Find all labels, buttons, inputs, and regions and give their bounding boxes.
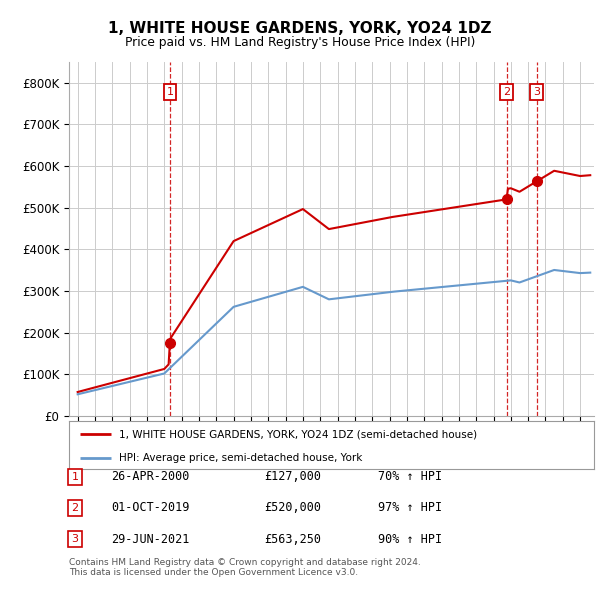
Text: Contains HM Land Registry data © Crown copyright and database right 2024.
This d: Contains HM Land Registry data © Crown c… [69,558,421,577]
Text: 3: 3 [71,535,79,544]
Text: 1, WHITE HOUSE GARDENS, YORK, YO24 1DZ: 1, WHITE HOUSE GARDENS, YORK, YO24 1DZ [108,21,492,36]
Text: 01-OCT-2019: 01-OCT-2019 [111,502,190,514]
Text: 90% ↑ HPI: 90% ↑ HPI [378,533,442,546]
Text: Price paid vs. HM Land Registry's House Price Index (HPI): Price paid vs. HM Land Registry's House … [125,36,475,49]
Text: HPI: Average price, semi-detached house, York: HPI: Average price, semi-detached house,… [119,453,362,463]
Text: £127,000: £127,000 [264,470,321,483]
Text: 29-JUN-2021: 29-JUN-2021 [111,533,190,546]
Text: 97% ↑ HPI: 97% ↑ HPI [378,502,442,514]
Text: 2: 2 [71,503,79,513]
Text: 2: 2 [503,87,510,97]
Text: £563,250: £563,250 [264,533,321,546]
Text: 70% ↑ HPI: 70% ↑ HPI [378,470,442,483]
Text: 1, WHITE HOUSE GARDENS, YORK, YO24 1DZ (semi-detached house): 1, WHITE HOUSE GARDENS, YORK, YO24 1DZ (… [119,429,477,439]
Text: 26-APR-2000: 26-APR-2000 [111,470,190,483]
Text: 1: 1 [166,87,173,97]
Text: 3: 3 [533,87,540,97]
Text: £520,000: £520,000 [264,502,321,514]
Text: 1: 1 [71,472,79,481]
